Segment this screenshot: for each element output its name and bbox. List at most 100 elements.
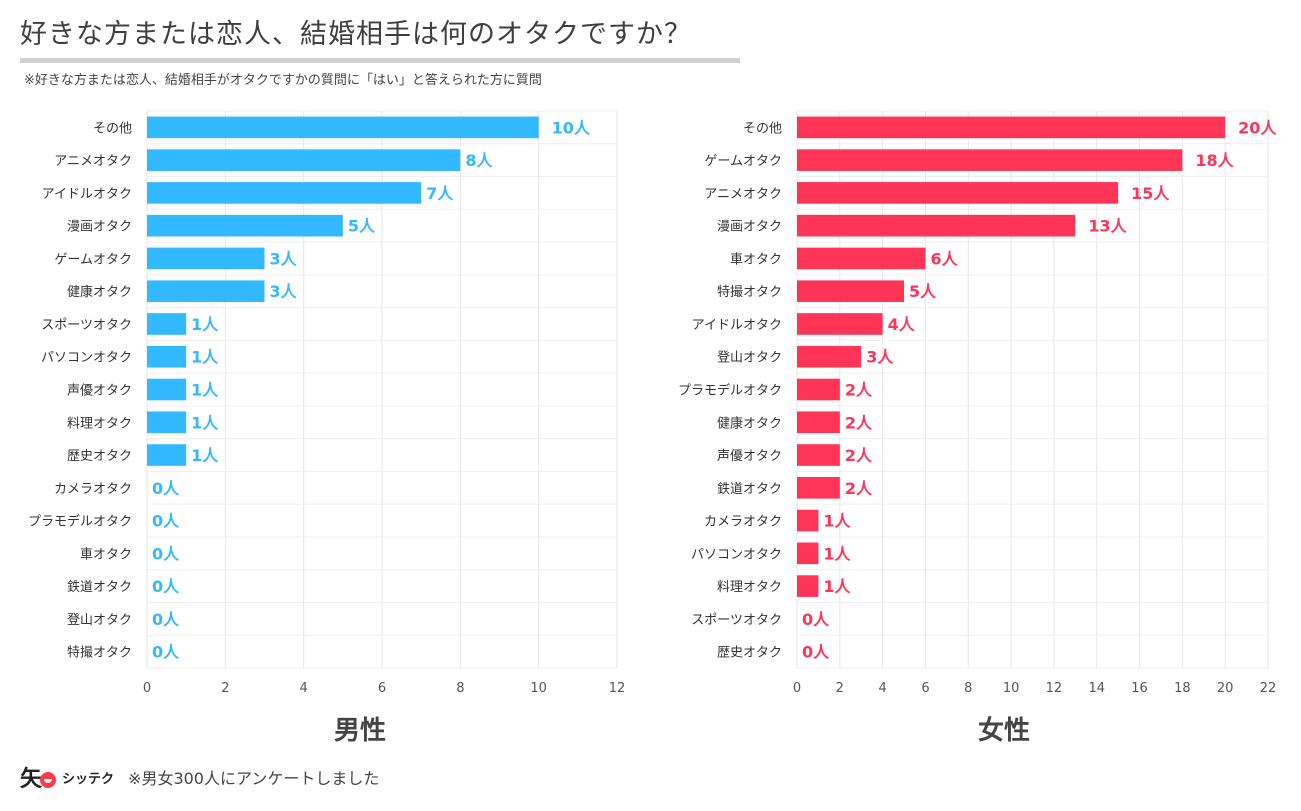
chart-1-bar [147,280,265,303]
chart-2-data-label: 1人 [823,544,851,563]
chart-2-x-tick-label: 16 [1131,681,1148,696]
chart-2-category-label: スポーツオタク [691,613,782,628]
chart-1-category-label: 健康オタク [67,284,132,300]
chart-1-category-label: アニメオタク [54,154,132,169]
chart-1-data-label: 0人 [152,643,180,662]
chart-2-bar [797,280,905,303]
chart-2-data-label: 2人 [845,413,873,432]
chart-1-data-label: 3人 [270,282,298,301]
chart-2-x-tick-label: 8 [964,681,972,696]
chart-2-x-tick-label: 22 [1260,681,1277,696]
chart-1-bar [147,345,187,368]
chart-2-data-label: 0人 [802,610,830,629]
chart-2-x-tick-label: 20 [1217,681,1234,696]
chart-2-data-label: 15人 [1131,184,1170,203]
chart-1-x-tick-label: 8 [456,681,464,696]
chart-1-category-label: アイドルオタク [42,187,132,202]
chart-2-category-label: 声優オタク [717,449,782,464]
chart-1-data-label: 1人 [191,413,219,432]
chart-2-bar [797,116,1226,139]
chart-1-category-label: その他 [93,121,132,136]
chart-2-x-tick-label: 18 [1174,681,1191,696]
chart-1-data-label: 7人 [426,184,454,203]
chart-2-bar [797,378,840,401]
chart-2-x-tick-label: 2 [836,681,844,696]
chart-1-category-label: 漫画オタク [67,220,132,235]
chart-1-category-label: パソコンオタク [41,351,132,366]
chart-2-data-label: 1人 [823,512,851,531]
chart-2-bar [797,182,1119,204]
chart-1-category-label: 料理オタク [67,416,132,431]
chart-2-x-tick-label: 6 [921,681,929,696]
chart-2-category-label: 車オタク [730,252,782,267]
chart-2-bar [797,476,840,499]
chart-2-category-label: 漫画オタク [717,220,782,235]
chart-1-data-label: 5人 [348,217,376,236]
chart-1-data-label: 1人 [191,381,219,400]
chart-2-data-label: 1人 [823,577,851,596]
chart-2-category-label: その他 [743,121,782,136]
chart-2-x-tick-label: 14 [1088,681,1105,696]
chart-2-category-label: 料理オタク [717,580,782,595]
chart-1-category-label: 鉄道オタク [67,580,132,595]
chart-2-axis-title: 女性 [978,715,1030,746]
chart-2-category-label: 特撮オタク [717,284,782,300]
chart-2-data-label: 5人 [909,282,937,301]
chart-1-x-tick-label: 2 [221,681,229,696]
chart-1-data-label: 1人 [191,315,219,334]
chart-2-x-tick-label: 12 [1046,681,1063,696]
chart-1-category-label: 特撮オタク [67,645,132,661]
footer-note: ※男女300人にアンケートしました [128,769,380,788]
chart-2-data-label: 0人 [802,643,830,662]
footer: 矢 シッテク ※男女300人にアンケートしました [20,762,379,792]
chart-1-data-label: 1人 [191,446,219,465]
chart-1-category-label: ゲームオタク [54,252,132,267]
chart-2-bar [797,411,840,434]
chart-2-category-label: アニメオタク [704,187,782,202]
chart-2-category-label: 健康オタク [717,415,782,431]
chart-1-category-label: 歴史オタク [67,449,132,464]
chart-1-bar [147,313,187,335]
title-underline [20,58,740,63]
chart-2-bar [797,345,862,368]
chart-2-data-label: 2人 [845,446,873,465]
chart-1-axis-title: 男性 [334,716,386,746]
chart-1-category-label: 声優オタク [67,384,132,399]
chart-2-x-tick-label: 4 [878,681,886,696]
chart-1-x-tick-label: 4 [300,681,308,696]
chart-2-data-label: 6人 [930,249,958,268]
chart-1-data-label: 1人 [191,348,219,367]
chart-1-x-tick-label: 0 [143,681,151,696]
chart-1-category-label: 登山オタク [67,613,132,628]
logo-mark-icon: 矢 [20,761,57,793]
chart-2-data-label: 13人 [1088,217,1127,236]
chart-1-x-tick-label: 6 [378,681,386,696]
chart-2-data-label: 3人 [866,348,894,367]
chart-2-x-tick-label: 10 [1003,681,1020,696]
chart-1-data-label: 10人 [552,118,591,137]
chart-1-bar [147,444,187,466]
chart-1-data-label: 0人 [152,479,180,498]
chart-1-bar [147,149,461,171]
brand-logo: 矢 シッテク [20,761,114,793]
chart-1-x-tick-label: 12 [609,681,626,696]
chart-1-data-label: 0人 [152,577,180,596]
chart-1-data-label: 0人 [152,610,180,629]
chart-2-bar [797,444,840,466]
chart-1-bar [147,182,422,204]
chart-2-data-label: 2人 [845,381,873,400]
chart-2-category-label: ゲームオタク [704,154,782,169]
chart-2-bar [797,149,1183,171]
chart-2-bar [797,542,819,565]
survey-note: ※好きな方または恋人、結婚相手がオタクですかの質問に「はい」と答えられた方に質問 [24,73,542,88]
chart-1-category-label: カメラオタク [54,482,132,497]
chart-1-data-label: 0人 [152,544,180,563]
chart-2-bar [797,214,1076,237]
chart-1-category-label: 車オタク [80,547,132,562]
chart-1-data-label: 0人 [152,512,180,531]
chart-2-data-label: 4人 [888,315,916,334]
chart-1-data-label: 3人 [270,249,298,268]
chart-2-bar [797,247,926,270]
chart-2-category-label: 歴史オタク [717,646,782,661]
